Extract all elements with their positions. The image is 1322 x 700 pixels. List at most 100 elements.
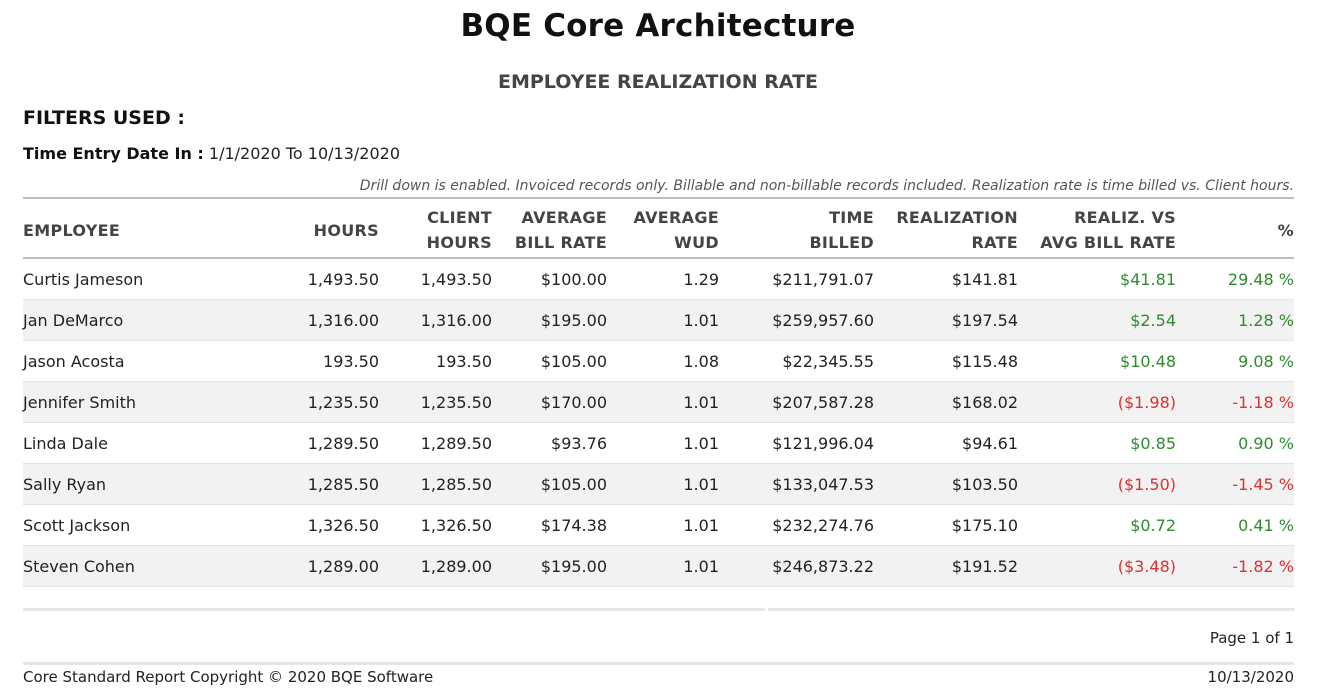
column-header-realization-rate[interactable]: REALIZATION RATE <box>874 197 1018 259</box>
cell-client-hours: 1,289.00 <box>379 545 492 587</box>
column-header-average-wud[interactable]: AVERAGE WUD <box>607 197 719 259</box>
cell-realization-rate: $175.10 <box>874 504 1018 546</box>
column-header-percent[interactable]: % <box>1176 197 1294 259</box>
cell-employee[interactable]: Steven Cohen <box>23 545 268 587</box>
footer-divider-left <box>23 608 765 611</box>
cell-avg-wud: 1.01 <box>607 463 719 505</box>
filter-time-entry-date: Time Entry Date In : 1/1/2020 To 10/13/2… <box>23 144 400 163</box>
table-row[interactable]: Linda Dale 1,289.50 1,289.50 $93.76 1.01 $121… <box>23 422 1294 464</box>
cell-avg-wud: 1.08 <box>607 340 719 382</box>
table-row[interactable]: Sally Ryan 1,285.50 1,285.50 $105.00 1.01 $13… <box>23 463 1294 505</box>
cell-percent: -1.18 % <box>1176 381 1294 423</box>
copyright-text: Core Standard Report Copyright © 2020 BQ… <box>23 668 434 686</box>
cell-time-billed: $133,047.53 <box>719 463 874 505</box>
footer-divider <box>23 662 1294 665</box>
cell-realiz-vs-avg: $0.85 <box>1018 422 1176 464</box>
column-header-line1: REALIZATION <box>896 208 1018 227</box>
cell-client-hours: 1,316.00 <box>379 299 492 341</box>
cell-employee[interactable]: Jan DeMarco <box>23 299 268 341</box>
table-row[interactable]: Curtis Jameson 1,493.50 1,493.50 $100.00 1.2… <box>23 258 1294 300</box>
column-header-hours[interactable]: HOURS <box>268 197 379 259</box>
cell-client-hours: 1,493.50 <box>379 258 492 300</box>
column-header-line1: HOURS <box>313 220 379 240</box>
cell-realiz-vs-avg: $41.81 <box>1018 258 1176 300</box>
cell-avg-bill-rate: $105.00 <box>492 463 607 505</box>
cell-avg-wud: 1.29 <box>607 258 719 300</box>
column-header-realiz-vs-avg-bill-rate[interactable]: REALIZ. VS AVG BILL RATE <box>1018 197 1176 259</box>
table-row[interactable]: Jason Acosta 193.50 193.50 $105.00 1.08 $22,3… <box>23 340 1294 382</box>
cell-hours: 1,316.00 <box>268 299 379 341</box>
column-header-employee[interactable]: EMPLOYEE <box>23 197 268 259</box>
cell-avg-wud: 1.01 <box>607 381 719 423</box>
column-header-line1: REALIZ. VS <box>1074 208 1176 227</box>
table-row[interactable]: Steven Cohen 1,289.00 1,289.00 $195.00 1.01 $… <box>23 545 1294 587</box>
cell-hours: 193.50 <box>268 340 379 382</box>
column-header-line1: CLIENT <box>427 208 492 227</box>
column-header-line1: EMPLOYEE <box>23 220 121 240</box>
cell-realization-rate: $115.48 <box>874 340 1018 382</box>
cell-avg-wud: 1.01 <box>607 299 719 341</box>
column-header-line2: WUD <box>674 233 719 252</box>
cell-time-billed: $232,274.76 <box>719 504 874 546</box>
cell-avg-wud: 1.01 <box>607 545 719 587</box>
cell-hours: 1,235.50 <box>268 381 379 423</box>
cell-realiz-vs-avg: $2.54 <box>1018 299 1176 341</box>
cell-avg-wud: 1.01 <box>607 422 719 464</box>
cell-percent: -1.82 % <box>1176 545 1294 587</box>
column-header-time-billed[interactable]: TIME BILLED <box>719 197 874 259</box>
table-row[interactable]: Scott Jackson 1,326.50 1,326.50 $174.38 1.01… <box>23 504 1294 546</box>
table-body: Curtis Jameson 1,493.50 1,493.50 $100.00 1.2… <box>23 258 1294 587</box>
column-header-line2: RATE <box>971 233 1018 252</box>
column-header-line1: AVERAGE <box>521 208 607 227</box>
table-row[interactable]: Jennifer Smith 1,235.50 1,235.50 $170.00 1.0… <box>23 381 1294 423</box>
cell-time-billed: $259,957.60 <box>719 299 874 341</box>
cell-avg-wud: 1.01 <box>607 504 719 546</box>
table-row[interactable]: Jan DeMarco 1,316.00 1,316.00 $195.00 1.01 $2… <box>23 299 1294 341</box>
footer-divider-right <box>768 608 1294 611</box>
cell-time-billed: $246,873.22 <box>719 545 874 587</box>
cell-client-hours: 193.50 <box>379 340 492 382</box>
cell-time-billed: $121,996.04 <box>719 422 874 464</box>
cell-avg-bill-rate: $195.00 <box>492 545 607 587</box>
cell-employee[interactable]: Jason Acosta <box>23 340 268 382</box>
cell-percent: -1.45 % <box>1176 463 1294 505</box>
cell-hours: 1,285.50 <box>268 463 379 505</box>
cell-hours: 1,289.00 <box>268 545 379 587</box>
cell-realization-rate: $103.50 <box>874 463 1018 505</box>
filter-value: 1/1/2020 To 10/13/2020 <box>208 144 400 163</box>
column-header-line2: BILL RATE <box>514 233 607 252</box>
cell-percent: 1.28 % <box>1176 299 1294 341</box>
cell-employee[interactable]: Linda Dale <box>23 422 268 464</box>
cell-realization-rate: $191.52 <box>874 545 1018 587</box>
column-header-line2: BILLED <box>809 233 874 252</box>
cell-avg-bill-rate: $195.00 <box>492 299 607 341</box>
cell-realiz-vs-avg: ($1.50) <box>1018 463 1176 505</box>
cell-avg-bill-rate: $93.76 <box>492 422 607 464</box>
cell-employee[interactable]: Sally Ryan <box>23 463 268 505</box>
cell-employee[interactable]: Jennifer Smith <box>23 381 268 423</box>
table-header-row: EMPLOYEE HOURS CLIENT HOURS AVERAGE BILL R… <box>23 197 1294 259</box>
cell-client-hours: 1,285.50 <box>379 463 492 505</box>
cell-employee[interactable]: Scott Jackson <box>23 504 268 546</box>
cell-realiz-vs-avg: ($3.48) <box>1018 545 1176 587</box>
company-name: BQE Core Architecture <box>460 8 856 44</box>
realization-table: EMPLOYEE HOURS CLIENT HOURS AVERAGE BILL R… <box>23 197 1294 587</box>
report-date: 10/13/2020 <box>1207 668 1294 686</box>
cell-time-billed: $207,587.28 <box>719 381 874 423</box>
column-header-line2: AVG BILL RATE <box>1040 233 1176 252</box>
cell-percent: 0.90 % <box>1176 422 1294 464</box>
page-number: Page 1 of 1 <box>1209 629 1294 647</box>
cell-realization-rate: $141.81 <box>874 258 1018 300</box>
cell-time-billed: $22,345.55 <box>719 340 874 382</box>
cell-hours: 1,493.50 <box>268 258 379 300</box>
cell-client-hours: 1,235.50 <box>379 381 492 423</box>
cell-percent: 9.08 % <box>1176 340 1294 382</box>
column-header-average-bill-rate[interactable]: AVERAGE BILL RATE <box>492 197 607 259</box>
cell-realiz-vs-avg: $0.72 <box>1018 504 1176 546</box>
cell-employee[interactable]: Curtis Jameson <box>23 258 268 300</box>
report-note: Drill down is enabled. Invoiced records … <box>359 178 1294 194</box>
column-header-client-hours[interactable]: CLIENT HOURS <box>379 197 492 259</box>
column-header-line1: TIME <box>829 208 874 227</box>
cell-realization-rate: $168.02 <box>874 381 1018 423</box>
cell-avg-bill-rate: $105.00 <box>492 340 607 382</box>
